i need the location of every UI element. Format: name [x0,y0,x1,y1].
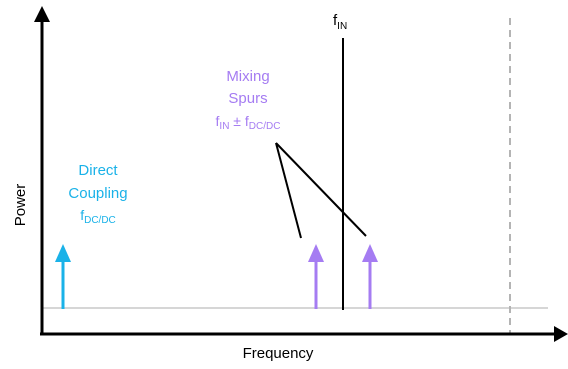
mixing-formula-fdc-sub: DC/DC [249,121,281,132]
direct-label-line1: Direct [78,162,118,179]
direct-formula: fDC/DC [80,207,116,226]
direct-coupling-arrowhead [55,244,71,262]
pointer-line-right [275,142,367,237]
mixing-formula-fin-sub: IN [219,121,229,132]
mixing-formula-fin: f [216,113,220,129]
y-axis-arrowhead [34,6,50,22]
fin-label-sub: IN [337,21,347,32]
direct-formula-sub: DC/DC [84,215,116,226]
fin-label: fIN [333,12,347,32]
mixing-formula-fdc: f [245,113,249,129]
mixing-formula: fIN ± fDC/DC [216,113,281,132]
mixing-label-line2: Spurs [228,90,267,107]
pointer-line-left [275,142,302,239]
x-axis-label: Frequency [243,345,314,362]
mixing-formula-op: ± [229,113,244,129]
mixing-spur-lower-arrowhead [308,244,324,262]
mixing-label-line1: Mixing [226,68,269,85]
mixing-spur-upper-arrowhead [362,244,378,262]
direct-label-line2: Coupling [68,185,127,202]
fin-label-main: f [333,12,338,29]
y-axis-label: Power [12,184,29,227]
x-axis-arrowhead [554,326,568,342]
direct-formula-f: f [80,207,84,223]
